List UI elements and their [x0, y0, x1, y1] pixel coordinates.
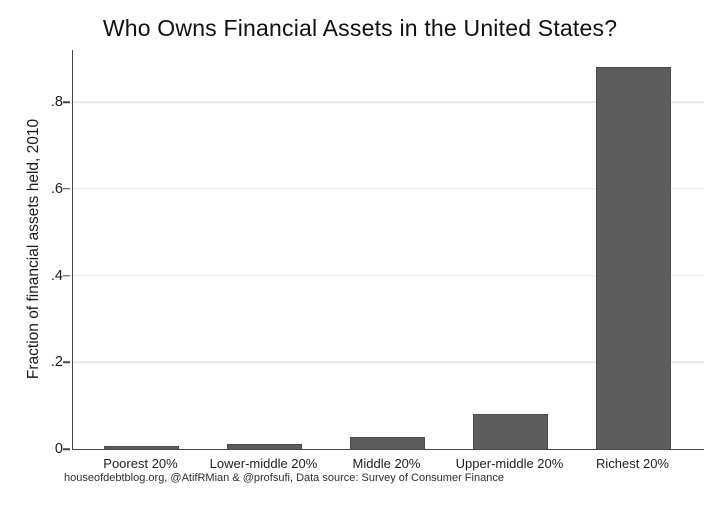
y-tick-label: .8: [50, 93, 63, 110]
y-tick-mark: [63, 448, 70, 450]
x-category-label: Lower-middle 20%: [209, 456, 318, 471]
y-tick-mark: [63, 101, 70, 103]
bar-richest-20-: [596, 67, 671, 449]
y-axis-title: Fraction of financial assets held, 2010: [25, 118, 42, 380]
y-tick-label: 0: [54, 440, 63, 457]
gridline-y-8: [73, 101, 704, 103]
y-tick-label: .6: [50, 180, 63, 197]
y-tick-label: .2: [50, 354, 63, 370]
y-tick-mark: [63, 188, 70, 190]
x-category-label: Poorest 20%: [103, 456, 178, 471]
source-attribution: houseofdebtblog.org, @AtifRMian & @profs…: [64, 472, 504, 484]
plot-area: [72, 50, 704, 450]
bar-poorest-20-: [104, 445, 179, 449]
gridline-y-6: [73, 188, 704, 190]
x-category-label: Richest 20%: [596, 456, 669, 471]
bar-lower-middle-20-: [227, 443, 302, 449]
bar-middle-20-: [350, 437, 425, 449]
y-tick-mark: [63, 274, 70, 277]
gridline-y-4: [73, 274, 704, 277]
gridline-y-2: [73, 361, 704, 363]
y-tick-mark: [63, 361, 70, 363]
y-tick-label: .4: [50, 267, 63, 284]
chart-title: Who Owns Financial Assets in the United …: [102, 15, 618, 41]
x-category-label: Middle 20%: [352, 456, 421, 471]
bar-upper-middle-20-: [473, 414, 548, 449]
x-category-label: Upper-middle 20%: [455, 456, 564, 471]
